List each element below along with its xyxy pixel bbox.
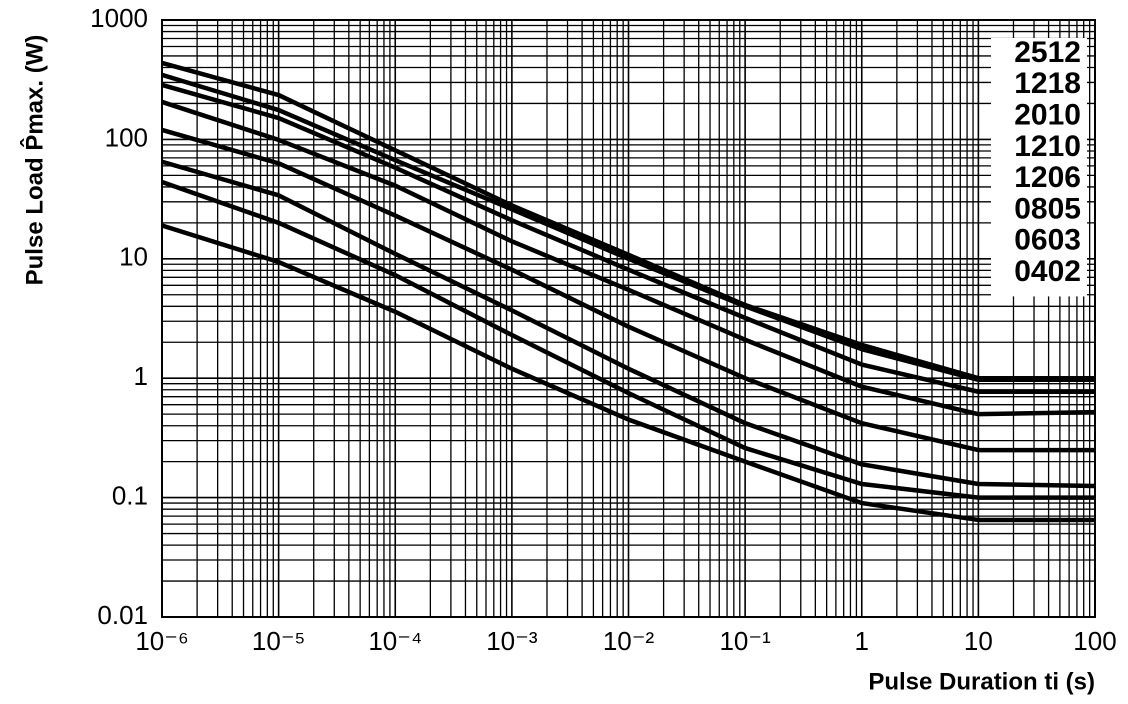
y-tick-label: 0.01 <box>97 600 148 630</box>
x-tick-label: 100 <box>1073 626 1116 656</box>
x-tick-label: 10⁻⁴ <box>368 626 422 656</box>
x-tick-label: 10 <box>964 626 993 656</box>
series-line <box>161 179 1095 500</box>
series-line <box>161 159 1096 489</box>
y-tick-label: 100 <box>105 122 148 152</box>
x-tick-label: 10⁻² <box>603 626 655 656</box>
x-tick-label: 10⁻¹ <box>719 626 771 656</box>
series-line <box>161 99 1096 417</box>
y-tick-label: 1000 <box>90 3 148 33</box>
legend-label: 0603 <box>1014 224 1081 257</box>
series-line <box>161 82 1095 395</box>
legend-label: 1218 <box>1014 67 1081 100</box>
y-tick-label: 0.1 <box>112 480 148 510</box>
x-axis-label: Pulse Duration ti (s) <box>868 668 1095 695</box>
series-line <box>161 223 1095 523</box>
y-tick-label: 1 <box>134 361 148 391</box>
legend-box <box>991 38 1087 297</box>
x-tick-label: 1 <box>855 626 869 656</box>
legend-label: 2512 <box>1014 36 1081 69</box>
y-axis-label: Pulse Load P̂max. (W) <box>20 35 48 286</box>
series-line <box>161 127 1095 453</box>
series-line <box>161 60 1095 381</box>
x-tick-label: 10⁻⁵ <box>252 626 305 656</box>
legend-label: 0402 <box>1014 255 1081 288</box>
legend-label: 0805 <box>1014 192 1081 225</box>
plot-frame <box>161 19 1096 618</box>
series-line <box>161 72 1095 383</box>
legend-label: 1206 <box>1014 161 1081 194</box>
legend-label: 2010 <box>1014 99 1081 132</box>
x-tick-label: 10⁻⁶ <box>135 626 188 656</box>
x-tick-label: 10⁻³ <box>486 626 538 656</box>
y-tick-label: 10 <box>119 242 148 272</box>
legend-label: 1210 <box>1014 130 1081 163</box>
